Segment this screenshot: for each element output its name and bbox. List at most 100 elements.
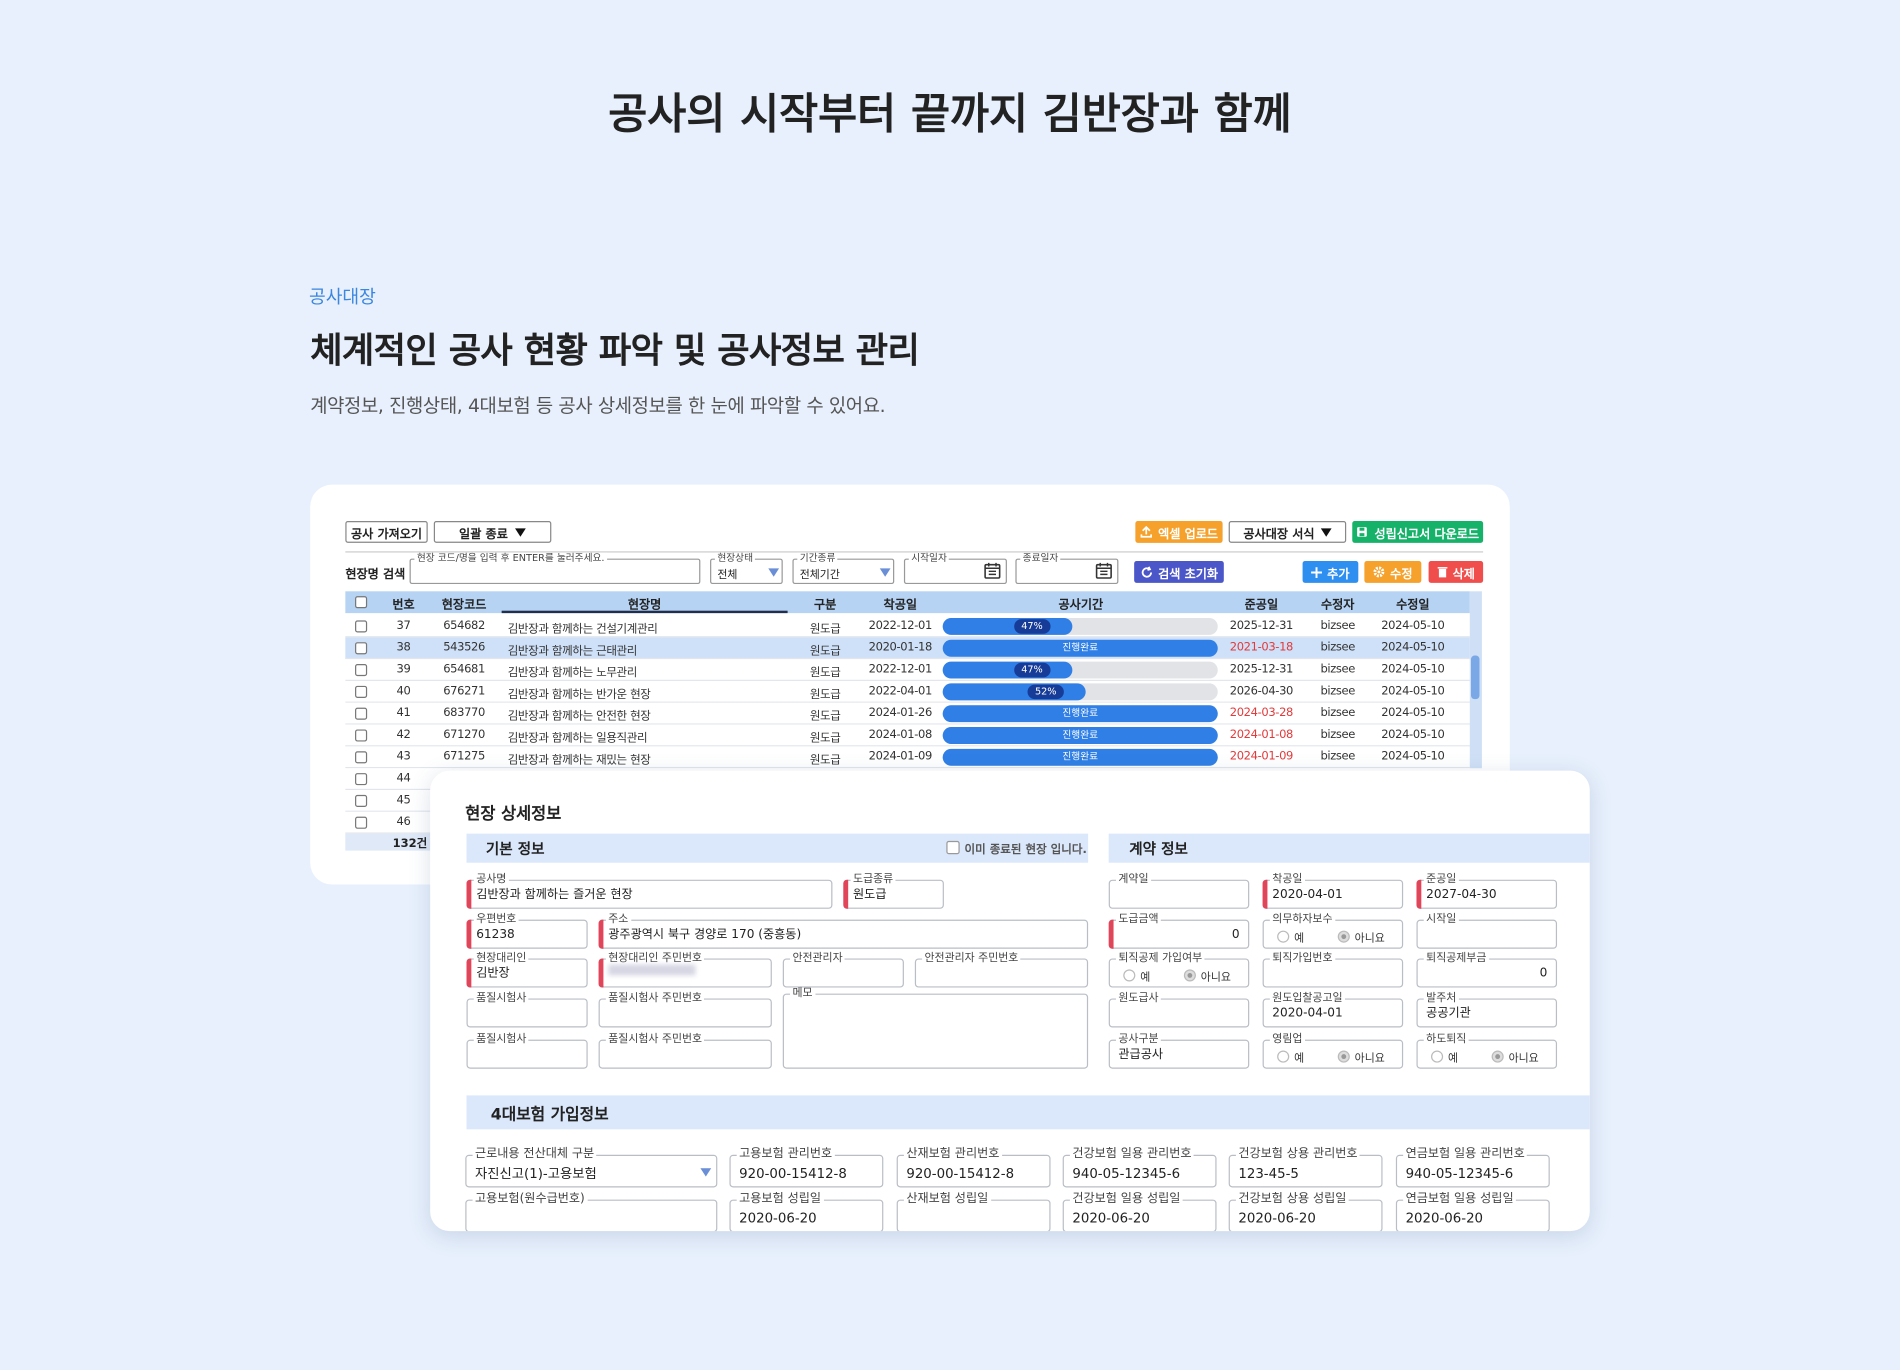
action-button[interactable]: 수정 <box>1364 561 1422 583</box>
field-box[interactable] <box>466 879 833 909</box>
radio[interactable] <box>1431 1050 1444 1063</box>
toolbar-button[interactable]: 성립신고서 다운로드 <box>1352 521 1484 543</box>
table-cell: 2024-01-09 <box>868 750 933 764</box>
checkbox[interactable] <box>355 816 368 829</box>
field-label: 우편번호 <box>473 913 519 926</box>
progress-label: 52% <box>1027 684 1064 700</box>
table-cell: bizsee <box>1320 706 1355 720</box>
field-label: 품질시험사 <box>473 1033 529 1046</box>
field-value: 2020-06-20 <box>1072 1210 1150 1227</box>
section-title: 계약 정보 <box>1129 840 1188 858</box>
checkbox[interactable] <box>355 596 368 609</box>
table-cell: 41 <box>396 706 411 720</box>
radio[interactable] <box>1277 1050 1290 1063</box>
table-cell: 원도급 <box>809 753 841 768</box>
checkbox[interactable] <box>355 620 368 633</box>
button-label: 성립신고서 다운로드 <box>1374 527 1480 542</box>
field-label: 도급금액 <box>1115 913 1161 926</box>
button-label: 공사 가져오기 <box>350 527 423 542</box>
action-button[interactable]: 추가 <box>1302 561 1359 583</box>
field-label: 발주처 <box>1423 992 1459 1005</box>
table-cell: 김반장과 함께하는 건설기계관리 <box>507 622 658 637</box>
table-cell: 2024-05-10 <box>1381 750 1445 764</box>
field-box[interactable] <box>1108 879 1250 909</box>
section-bar <box>1108 833 1590 863</box>
sort-indicator <box>501 610 788 614</box>
column-header: 번호 <box>392 598 415 612</box>
dropdown-arrow <box>768 568 780 577</box>
action-button[interactable]: 검색 초기화 <box>1134 561 1224 583</box>
progress-fill <box>942 748 1218 766</box>
table-cell: 671275 <box>443 750 485 764</box>
table-cell: 김반장과 함께하는 안전한 현장 <box>507 710 651 724</box>
field-label: 건강보험 상용 성립일 <box>1235 1193 1349 1206</box>
progress-fill <box>942 727 1218 744</box>
radio-dot <box>1341 934 1347 940</box>
table-cell: 46 <box>396 815 411 829</box>
field-label: 도급종류 <box>850 873 896 886</box>
icon <box>1437 566 1448 578</box>
icon <box>1095 562 1112 579</box>
checkbox[interactable] <box>946 840 960 855</box>
field-box[interactable] <box>782 993 1089 1069</box>
checkbox[interactable] <box>355 664 368 677</box>
field-value: 관급공사 <box>1118 1048 1164 1062</box>
field-box[interactable] <box>1108 998 1250 1028</box>
progress-label: 진행완료 <box>1062 751 1099 763</box>
table-cell: 654681 <box>443 662 485 677</box>
button-label: 검색 초기화 <box>1158 567 1219 582</box>
toolbar-button[interactable]: 공사 가져오기 <box>345 521 428 543</box>
field-label: 품질시험사 <box>473 992 529 1005</box>
table-cell: 2024-01-08 <box>868 728 933 742</box>
progress-label: 진행완료 <box>1062 707 1099 719</box>
icon <box>1373 566 1385 578</box>
field-value: 940-05-12345-6 <box>1405 1165 1514 1182</box>
checkbox[interactable] <box>355 685 368 698</box>
table-cell: 37 <box>396 619 411 633</box>
field-label: 원도급사 <box>1115 992 1161 1005</box>
column-header: 현장명 <box>627 598 662 612</box>
field-label: 퇴직공제 가입여부 <box>1115 952 1205 965</box>
toolbar-button[interactable]: 엑셀 업로드 <box>1135 521 1223 543</box>
scrollbar-thumb[interactable] <box>1471 655 1480 700</box>
checkbox[interactable] <box>355 794 368 807</box>
checkbox[interactable] <box>355 642 368 655</box>
action-button[interactable]: 삭제 <box>1428 561 1484 583</box>
toolbar-button[interactable]: 일괄 종료 <box>433 521 552 543</box>
field-label: 공사구분 <box>1115 1033 1161 1046</box>
table-cell: 김반장과 함께하는 노무관리 <box>507 666 638 680</box>
radio-label: 아니요 <box>1354 1052 1385 1066</box>
table-cell: 원도급 <box>809 666 841 680</box>
table-cell: 39 <box>396 662 411 677</box>
checkbox[interactable] <box>355 751 368 764</box>
table-cell: 654682 <box>443 619 485 633</box>
radio[interactable] <box>1277 930 1290 943</box>
field-label: 연금보험 일용 관리번호 <box>1403 1148 1528 1161</box>
button-label: 일괄 종료 <box>459 527 508 542</box>
section-heading: 체계적인 공사 현황 파악 및 공사정보 관리 <box>310 329 920 371</box>
field-box[interactable] <box>1416 919 1558 949</box>
table-cell: 2024-05-10 <box>1381 619 1445 633</box>
progress-fill <box>942 639 1218 657</box>
field-label: 시작일 <box>1423 913 1459 926</box>
icon <box>1140 565 1153 578</box>
field-label: 고용보험(원수급번호) <box>472 1193 588 1206</box>
radio[interactable] <box>1123 969 1136 982</box>
field-box[interactable] <box>1416 998 1558 1028</box>
search-label: 현장명 검색 <box>345 568 406 582</box>
table-cell: 676271 <box>443 684 485 698</box>
radio-dot <box>1341 1054 1347 1060</box>
field-box[interactable] <box>598 919 1089 949</box>
checkbox[interactable] <box>355 729 368 742</box>
checkbox[interactable] <box>355 773 368 786</box>
input-label: 현장상태 <box>714 552 756 564</box>
field-label: 착공일 <box>1269 873 1305 886</box>
table-cell: 2024-05-10 <box>1381 728 1445 742</box>
column-header: 현장코드 <box>441 598 487 612</box>
required-marker <box>1416 879 1422 909</box>
toolbar-button[interactable]: 공사대장 서식 <box>1228 521 1347 543</box>
checkbox[interactable] <box>355 707 368 720</box>
required-marker <box>1108 919 1114 949</box>
field-value: 920-00-15412-8 <box>739 1165 847 1182</box>
